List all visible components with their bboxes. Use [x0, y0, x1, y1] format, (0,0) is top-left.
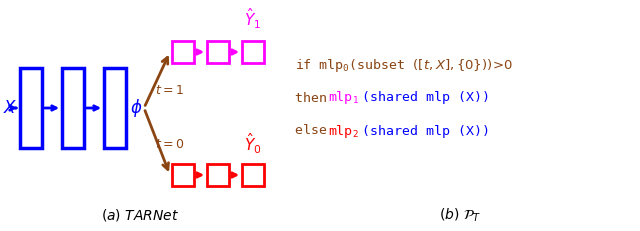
Text: $(a)\ TARNet$: $(a)\ TARNet$: [101, 207, 179, 223]
Text: $\mathtt{mlp_2}$: $\mathtt{mlp_2}$: [328, 122, 359, 140]
Bar: [207, 164, 229, 186]
Text: $\hat{Y}_0$: $\hat{Y}_0$: [244, 131, 262, 156]
Text: $\mathtt{mlp_1}$: $\mathtt{mlp_1}$: [328, 89, 360, 106]
Text: $t=0$: $t=0$: [155, 139, 184, 152]
Text: then: then: [295, 91, 335, 104]
Bar: [172, 164, 194, 186]
Text: $(b)\ \mathcal{P}_T$: $(b)\ \mathcal{P}_T$: [439, 206, 481, 224]
Text: $\phi$: $\phi$: [130, 97, 142, 119]
Bar: [242, 164, 264, 186]
Text: (shared mlp (X)): (shared mlp (X)): [362, 91, 490, 104]
Text: $\hat{Y}_1$: $\hat{Y}_1$: [244, 6, 262, 31]
Text: $X$: $X$: [3, 99, 17, 117]
Bar: [207, 41, 229, 63]
Text: else: else: [295, 125, 335, 137]
Text: (shared mlp (X)): (shared mlp (X)): [362, 125, 490, 137]
Bar: [20, 68, 42, 148]
Bar: [172, 41, 194, 63]
Bar: [242, 41, 264, 63]
Bar: [62, 68, 84, 148]
Text: if $\mathtt{mlp_0}$(subset $([t,X],\{0\}))\!>\!0$: if $\mathtt{mlp_0}$(subset $([t,X],\{0\}…: [295, 57, 513, 73]
Bar: [104, 68, 126, 148]
Text: $t=1$: $t=1$: [155, 83, 184, 97]
